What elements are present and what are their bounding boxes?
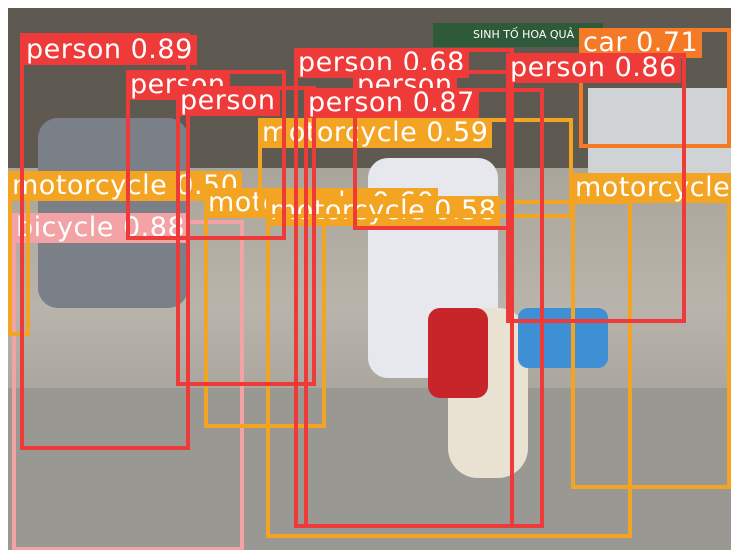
person-label: person 0.89: [22, 35, 197, 65]
red-bag: [428, 308, 488, 398]
detection-image: SINH TỐ HOA QUẢ bicycle 0.88 motorcycle 0…: [8, 8, 731, 550]
motorcycle-label: motorcycle 0.50: [8, 171, 243, 201]
blue-bag: [518, 308, 608, 368]
motorcycle-label: motorcycle: [571, 173, 731, 203]
bicycle-label: bicycle 0.88: [12, 213, 190, 243]
person-bounding-box: [304, 88, 544, 528]
shop-sign-text: SINH TỐ HOA QUẢ: [473, 28, 575, 41]
person-label: person: [176, 86, 280, 116]
person-label: person 0.87: [304, 88, 479, 118]
shop-sign: SINH TỐ HOA QUẢ: [433, 23, 603, 47]
person-label: person 0.86: [506, 53, 681, 83]
road: [8, 388, 731, 550]
